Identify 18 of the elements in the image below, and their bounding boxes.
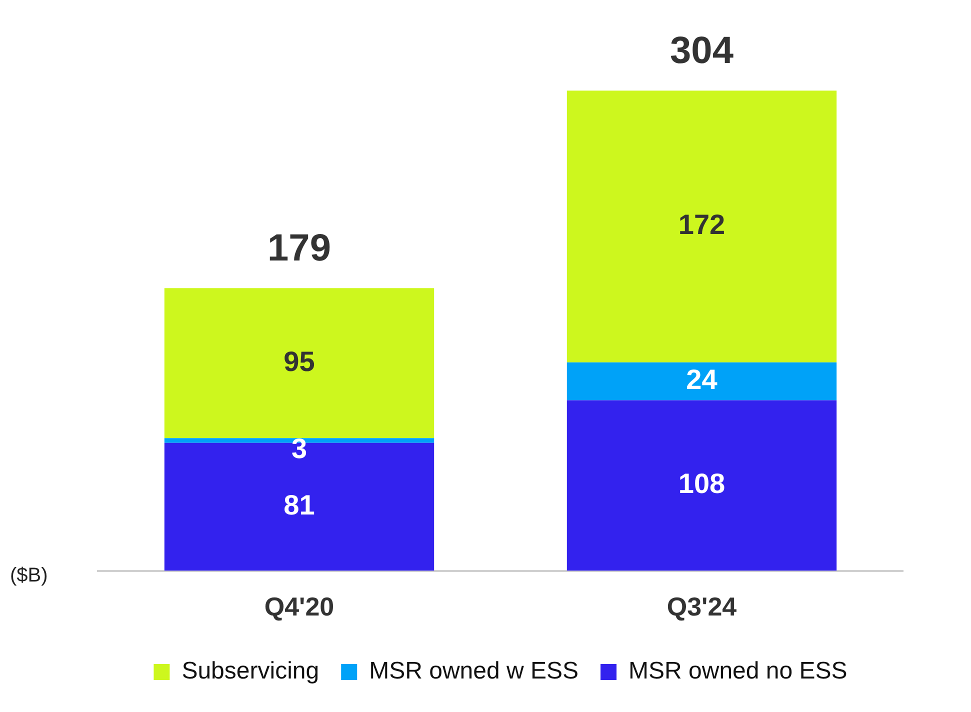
total-label: 304 [670, 30, 734, 72]
legend-label: MSR owned no ESS [628, 658, 848, 685]
x-tick-label: Q3'24 [666, 592, 738, 622]
data-label: 108 [678, 468, 726, 500]
data-label: 24 [686, 364, 718, 395]
legend-label: Subservicing [182, 658, 320, 685]
bar [566, 90, 837, 362]
x-tick-label: Q4'20 [264, 592, 334, 622]
legend-label: MSR owned w ESS [369, 658, 579, 685]
data-label: 172 [678, 209, 726, 240]
data-label: 81 [284, 490, 315, 521]
data-label: 3 [291, 433, 308, 464]
data-label: 95 [284, 346, 315, 377]
total-label: 179 [268, 228, 331, 270]
bar [164, 288, 434, 438]
bar [566, 362, 837, 400]
bar [566, 400, 837, 571]
y-axis-title: ($B) [10, 564, 48, 586]
